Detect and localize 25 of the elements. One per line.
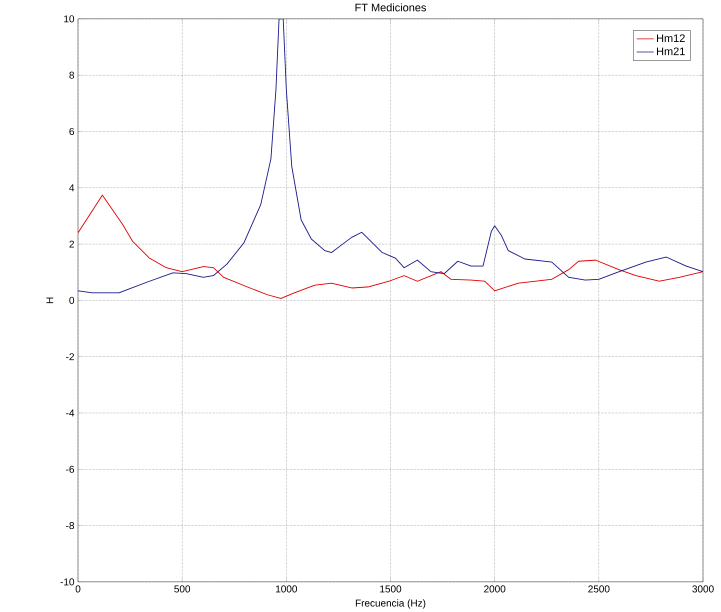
y-tick-label: -4 xyxy=(66,410,74,416)
y-tick-label: -6 xyxy=(66,466,74,473)
line-series xyxy=(78,194,704,299)
y-tick-label: 6 xyxy=(69,128,74,136)
x-tick-label: 1000 xyxy=(276,585,298,592)
y-tick-label: 10 xyxy=(64,15,74,22)
y-tick-label: 4 xyxy=(69,184,74,192)
legend-label: Hm21 xyxy=(657,48,685,56)
y-tick-label: -2 xyxy=(66,353,74,360)
y-axis-title: H xyxy=(46,298,54,304)
x-tick-label: 0 xyxy=(76,585,80,592)
x-tick-label: 1500 xyxy=(380,585,402,592)
chart-title: FT Mediciones xyxy=(355,3,426,12)
y-tick-label: -10 xyxy=(60,578,74,586)
y-tick-label: 8 xyxy=(69,72,74,79)
y-tick-label: 0 xyxy=(69,296,74,304)
y-tick-label: -8 xyxy=(66,522,74,530)
y-tick-label: 2 xyxy=(69,240,74,248)
x-tick-label: 2000 xyxy=(484,585,506,592)
line-series xyxy=(78,18,704,294)
x-tick-label: 3000 xyxy=(692,585,714,592)
legend-label: Hm12 xyxy=(657,34,685,42)
x-axis-title: Frecuencia (Hz) xyxy=(356,599,426,609)
x-tick-label: 500 xyxy=(174,585,190,592)
x-tick-label: 2500 xyxy=(588,585,610,592)
